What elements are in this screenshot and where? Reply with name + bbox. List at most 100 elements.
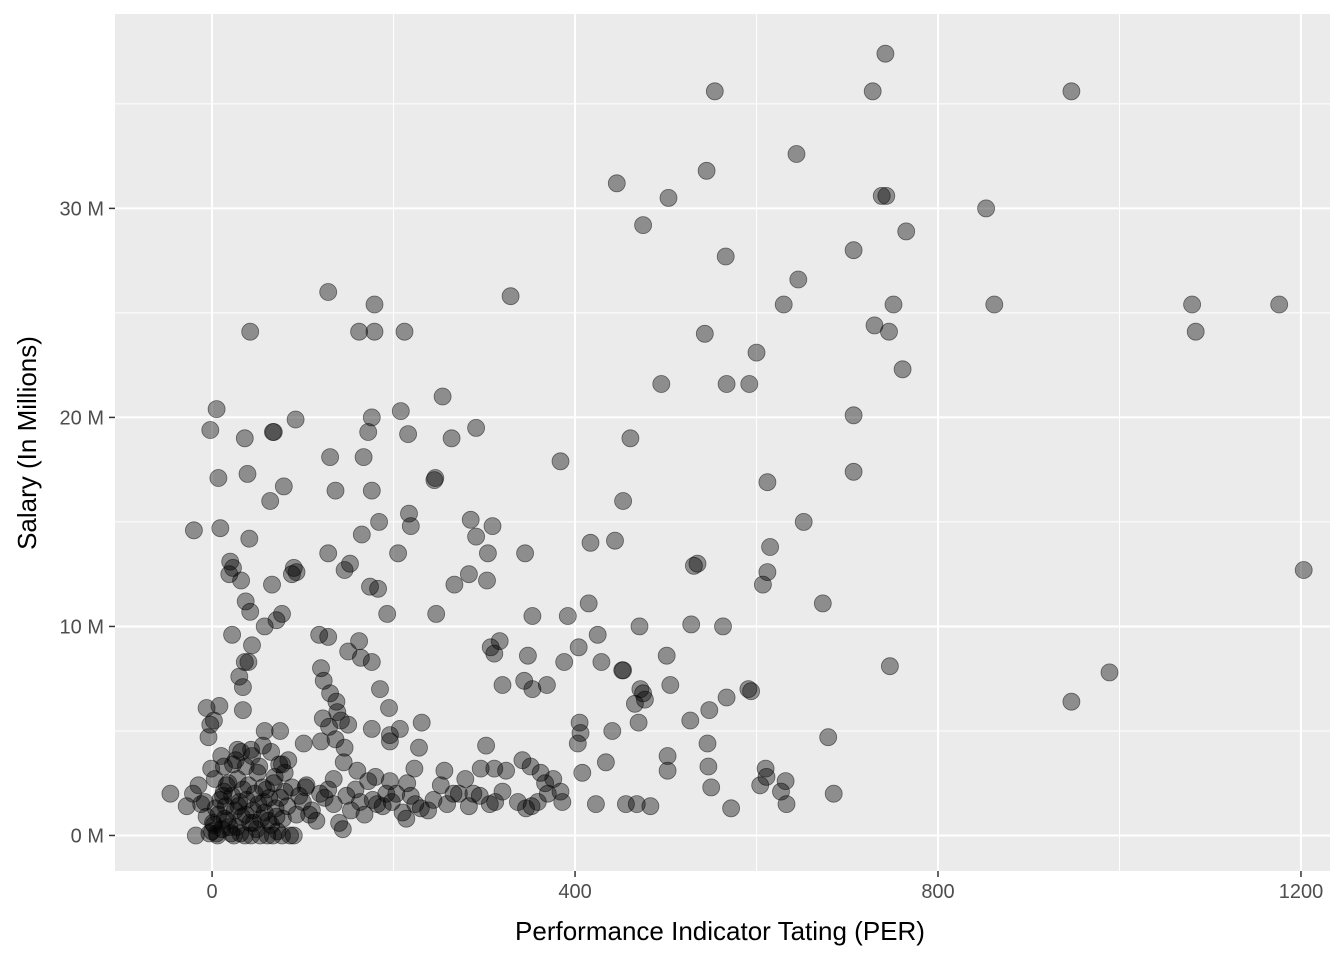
data-point: [239, 653, 258, 671]
data-point: [634, 216, 652, 235]
data-point: [365, 295, 384, 314]
data-point: [794, 513, 813, 531]
data-point: [568, 734, 587, 753]
data-point: [327, 692, 346, 711]
data-point: [380, 699, 398, 717]
data-point: [523, 680, 542, 698]
data-point: [758, 473, 777, 492]
data-point: [328, 703, 347, 721]
data-point: [985, 295, 1004, 314]
data-point: [324, 795, 343, 813]
data-point: [555, 653, 574, 671]
data-point: [230, 667, 249, 686]
data-point: [279, 751, 298, 770]
data-point: [378, 605, 397, 623]
data-point: [201, 421, 220, 439]
data-point: [324, 770, 343, 788]
data-point: [614, 492, 632, 510]
data-point: [355, 805, 374, 824]
data-point: [438, 795, 457, 813]
data-point: [348, 761, 367, 780]
data-point: [339, 715, 358, 734]
data-point: [380, 726, 399, 744]
data-point: [326, 481, 345, 500]
data-point: [431, 776, 450, 795]
data-point: [362, 720, 381, 738]
data-point: [401, 786, 420, 805]
data-point: [459, 797, 478, 816]
data-point: [538, 676, 556, 694]
data-point: [426, 469, 445, 487]
data-point: [485, 759, 504, 778]
data-point: [412, 713, 431, 732]
data-point: [536, 774, 554, 793]
data-point: [714, 617, 732, 636]
data-point: [399, 425, 418, 444]
data-point: [581, 533, 600, 552]
data-point: [467, 418, 486, 437]
data-point: [410, 738, 428, 757]
grid-lines: [115, 14, 1330, 871]
data-point: [214, 786, 232, 805]
data-point: [390, 720, 409, 738]
data-point: [497, 761, 516, 780]
data-point: [573, 763, 592, 782]
data-point: [261, 492, 280, 510]
data-point: [519, 646, 537, 665]
data-point: [478, 544, 497, 563]
data-point: [267, 611, 286, 630]
data-point: [250, 757, 269, 776]
data-point: [359, 772, 378, 790]
data-point: [243, 636, 261, 655]
data-point: [606, 531, 624, 550]
data-point: [274, 477, 293, 496]
data-point: [362, 408, 381, 427]
data-point: [695, 324, 714, 343]
data-point: [184, 521, 203, 540]
data-point: [607, 174, 626, 193]
data-point: [844, 462, 863, 481]
data-point: [350, 632, 369, 650]
data-point: [897, 222, 916, 241]
data-point: [617, 795, 635, 813]
data-point: [702, 778, 721, 797]
data-point: [636, 690, 654, 709]
data-point: [433, 387, 452, 406]
data-point: [351, 648, 370, 667]
data-point: [698, 734, 717, 753]
data-point: [977, 199, 995, 218]
data-point: [282, 565, 301, 584]
data-point: [442, 429, 461, 448]
data-point: [382, 793, 401, 811]
data-point: [319, 628, 338, 646]
data-point: [652, 375, 671, 393]
data-point: [627, 795, 646, 813]
x-tick-label: 0: [207, 881, 218, 903]
data-point: [189, 776, 208, 795]
data-point: [241, 602, 260, 621]
data-point: [844, 406, 863, 425]
data-point: [776, 772, 795, 790]
data-point: [478, 571, 496, 590]
data-point: [1062, 692, 1081, 711]
data-point: [881, 657, 899, 676]
data-point: [214, 757, 233, 776]
data-point: [467, 527, 486, 546]
x-tick-label: 1200: [1279, 881, 1324, 903]
data-point: [264, 423, 283, 441]
data-point: [232, 571, 251, 590]
data-point: [233, 678, 252, 696]
data-point: [401, 517, 420, 535]
data-point: [354, 448, 373, 467]
data-point: [262, 743, 281, 761]
data-point: [284, 826, 303, 845]
data-point: [220, 818, 239, 836]
data-point: [697, 161, 716, 180]
data-point: [319, 544, 338, 563]
data-point: [427, 605, 446, 623]
y-axis-title: Salary (In Millions): [12, 336, 42, 550]
data-point: [1186, 322, 1205, 341]
data-point: [717, 375, 736, 393]
data-point: [699, 757, 718, 776]
